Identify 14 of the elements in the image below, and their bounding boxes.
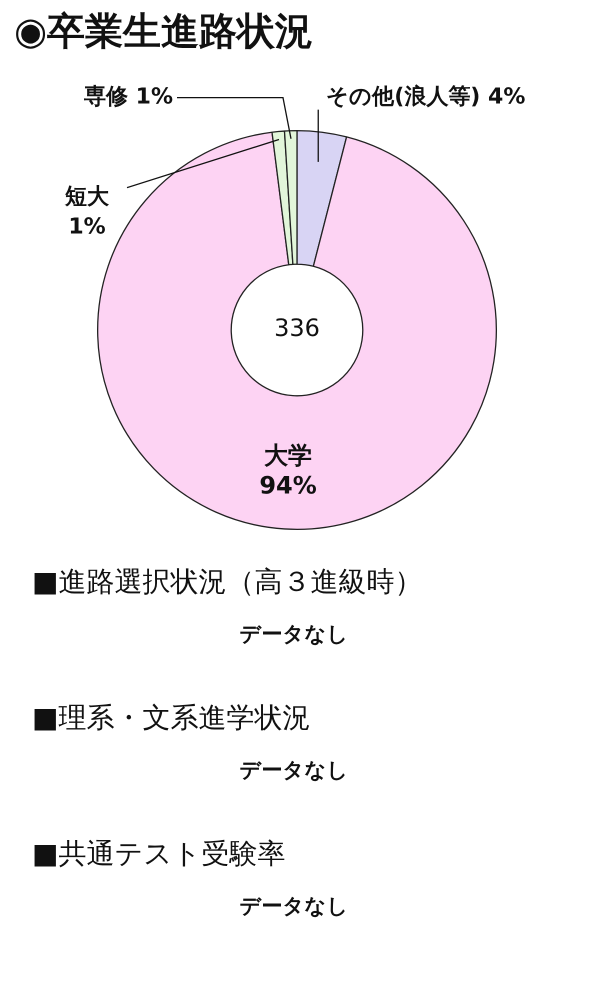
data-label: 1% [68,214,106,240]
slice-label: 専修 1% [82,84,173,110]
slice-label: 大学 [264,442,312,470]
text: ■共通テスト受験率 [32,836,286,872]
text: データなし [238,621,350,648]
data-label: 94% [259,472,317,500]
text: データなし [238,893,350,920]
text: 336 [274,314,320,342]
slice-label: 短大 [64,184,110,210]
text: ■進路選択状況（高３進級時） [32,564,424,600]
text: データなし [238,757,350,784]
text: ■理系・文系進学状況 [32,700,312,736]
slice-label: その他(浪人等) 4% [326,83,526,110]
chart-title: ◉卒業生進路状況 [14,8,314,55]
